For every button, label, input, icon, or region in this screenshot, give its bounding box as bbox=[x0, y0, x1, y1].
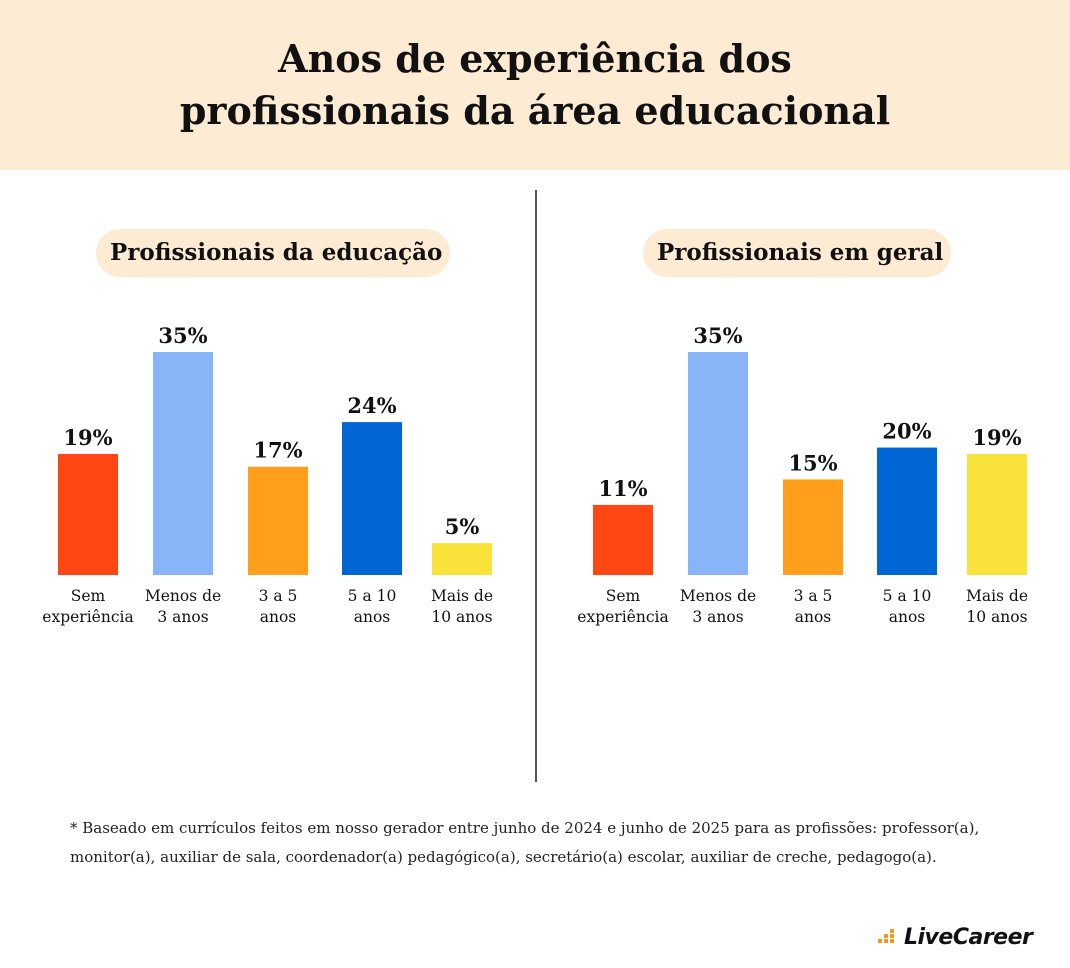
chart-title-education: Profissionais da educação bbox=[96, 229, 450, 277]
value-label-1: 11% bbox=[598, 476, 647, 501]
value-label-1: 19% bbox=[63, 425, 112, 450]
value-label-5: 5% bbox=[445, 514, 480, 539]
category-label-1: Sem experiência bbox=[42, 587, 133, 626]
bar-2 bbox=[688, 352, 748, 575]
category-label-5: Mais de 10 anos bbox=[966, 587, 1028, 626]
bar-1 bbox=[593, 504, 653, 575]
value-label-3: 15% bbox=[788, 450, 837, 475]
value-label-4: 24% bbox=[347, 393, 396, 418]
chart-education: 19% Sem experiência 35% Menos de 3 anos 17% 3 a… bbox=[42, 323, 493, 626]
bar-3 bbox=[783, 479, 843, 575]
value-label-2: 35% bbox=[693, 323, 742, 348]
value-label-2: 35% bbox=[158, 323, 207, 348]
bar-5 bbox=[967, 453, 1027, 575]
value-label-5: 19% bbox=[972, 425, 1021, 450]
footnote-line-2: monitor(a), auxiliar de sala, coordenado… bbox=[70, 848, 937, 866]
title-line-1: Anos de experiência dos bbox=[278, 36, 792, 81]
value-label-4: 20% bbox=[882, 419, 931, 444]
title-line-2: profissionais da área educacional bbox=[179, 88, 891, 133]
category-label-1: Sem experiência bbox=[577, 587, 668, 626]
livecareer-logo: LiveCareer bbox=[878, 917, 1033, 957]
bar-4 bbox=[342, 422, 402, 575]
bar-1 bbox=[58, 453, 118, 575]
category-label-4: 5 a 10 anos bbox=[883, 587, 932, 626]
category-label-2: Menos de 3 anos bbox=[145, 587, 221, 626]
footnote-line-1: * Baseado em currículos feitos em nosso … bbox=[70, 819, 980, 837]
chart-general: 11% Sem experiência 35% Menos de 3 anos 15% 3 a… bbox=[577, 323, 1028, 626]
header-banner: Anos de experiência dos profissionais da… bbox=[0, 0, 1070, 170]
bar-4 bbox=[877, 447, 937, 575]
category-label-3: 3 a 5 anos bbox=[794, 587, 833, 626]
category-label-3: 3 a 5 anos bbox=[259, 587, 298, 626]
category-label-2: Menos de 3 anos bbox=[680, 587, 756, 626]
page-title: Anos de experiência dos profissionais da… bbox=[180, 33, 890, 137]
value-label-3: 17% bbox=[253, 438, 302, 463]
bar-2 bbox=[153, 352, 213, 575]
bar-3 bbox=[248, 466, 308, 575]
livecareer-dots-icon bbox=[878, 929, 900, 945]
footnote: * Baseado em currículos feitos em nosso … bbox=[70, 814, 1010, 872]
bar-5 bbox=[432, 543, 492, 575]
logo-text: LiveCareer bbox=[904, 924, 1033, 950]
category-label-5: Mais de 10 anos bbox=[431, 587, 493, 626]
center-divider bbox=[535, 190, 537, 782]
chart-title-general: Profissionais em geral bbox=[643, 229, 951, 277]
category-label-4: 5 a 10 anos bbox=[348, 587, 397, 626]
